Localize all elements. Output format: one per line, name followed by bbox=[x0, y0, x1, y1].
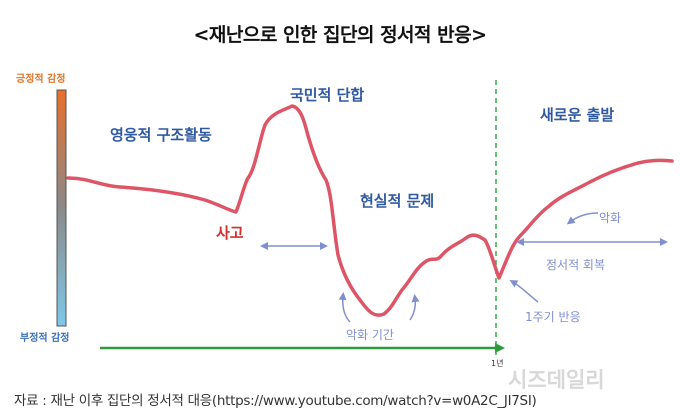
worsen-arrow-late bbox=[566, 212, 599, 225]
emotion-curve bbox=[66, 104, 674, 317]
one-year-marker: 1년 bbox=[491, 359, 504, 368]
source-caption: 자료 : 재난 이후 집단의 정서적 대응(https://www.youtub… bbox=[14, 393, 537, 409]
event-label: 사고 bbox=[216, 224, 244, 242]
worsen-label: 악화 bbox=[599, 211, 622, 225]
watermark-logo: 시즈데일리 bbox=[508, 368, 605, 392]
phase-rescue-label: 영웅적 구조활동 bbox=[110, 126, 212, 144]
anniversary-arrow bbox=[509, 280, 539, 303]
anniversary-label: 1주기 반응 bbox=[525, 310, 581, 324]
worsen-arrow-right bbox=[409, 294, 420, 321]
phase-unity-label: 국민적 단합 bbox=[290, 86, 365, 104]
negative-emotion-label: 부정적 감정 bbox=[20, 333, 70, 344]
worsen-arrow-left bbox=[338, 292, 351, 323]
emotion-scale-bar bbox=[56, 89, 67, 327]
phase-new-start-label: 새로운 출발 bbox=[540, 106, 615, 124]
worsen-period-label: 악화 기간 bbox=[346, 328, 394, 342]
phase-reality-label: 현실적 문제 bbox=[360, 192, 435, 210]
positive-emotion-label: 긍정적 감정 bbox=[16, 74, 66, 85]
diagram-title: <재난으로 인한 집단의 정서적 반응> bbox=[193, 24, 487, 46]
recovery-label: 정서적 회복 bbox=[546, 258, 606, 272]
